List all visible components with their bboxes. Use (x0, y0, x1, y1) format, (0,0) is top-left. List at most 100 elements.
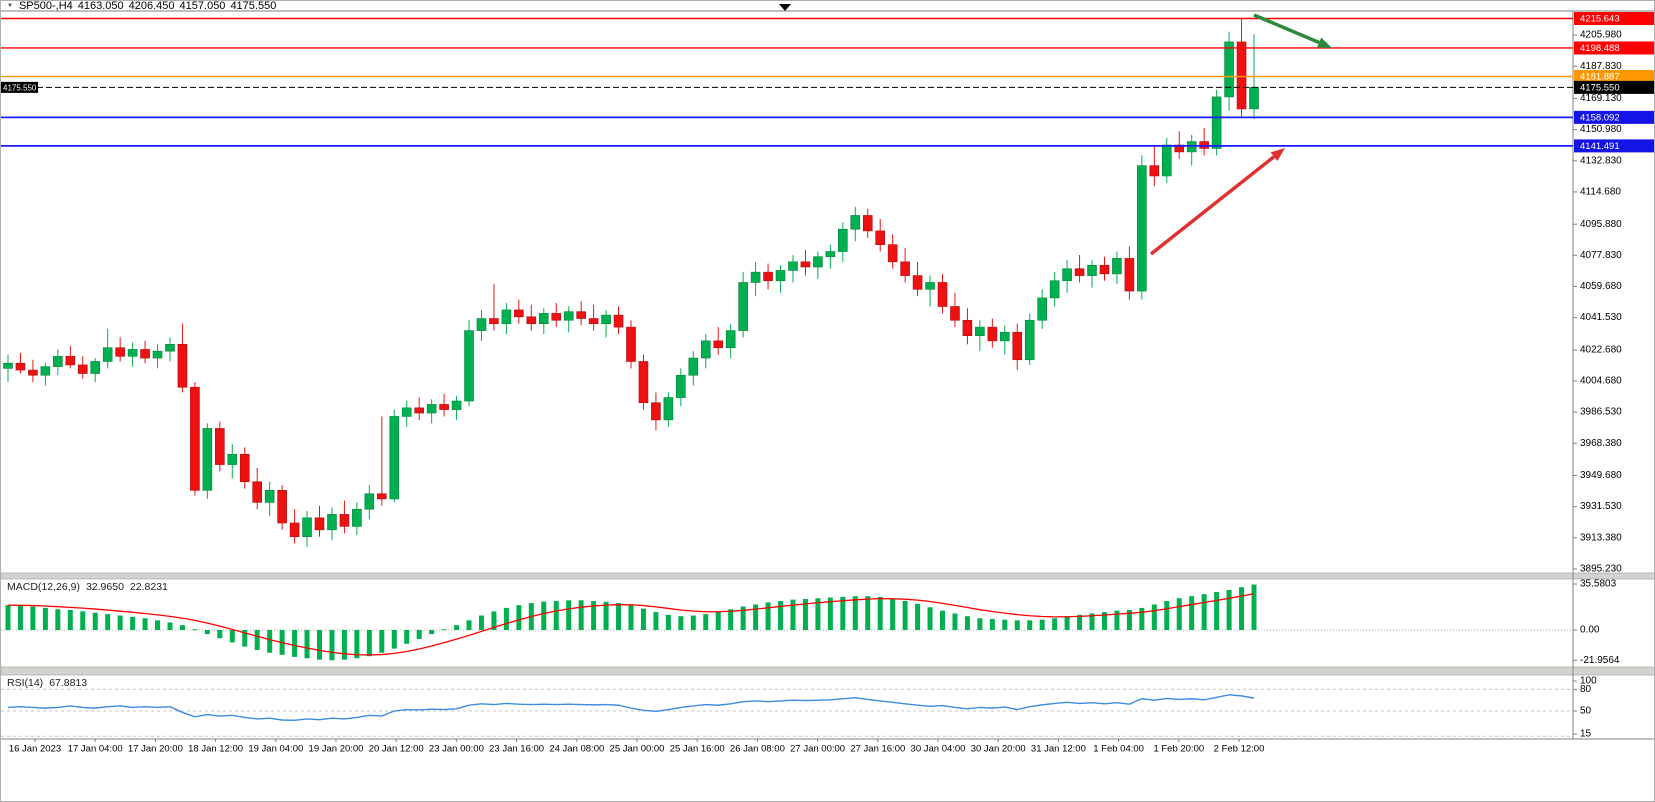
macd-bar (17, 605, 23, 630)
macd-bar (591, 601, 597, 630)
candle-up (676, 374, 686, 398)
rsi-label: RSI(14) 67.8813 (7, 677, 87, 689)
bid-left-tag (1, 81, 38, 93)
candle-down (252, 481, 262, 503)
green-down-arrow-head[interactable] (1316, 37, 1332, 48)
candle-up (464, 330, 474, 402)
rsi-axis-label: 80 (1580, 684, 1592, 695)
macd-bar (42, 607, 48, 630)
bid-left-tag-label: 4175.550 (3, 83, 37, 92)
macd-bar (416, 630, 422, 639)
price-tick-label: 4169.130 (1580, 93, 1622, 104)
candle-up (152, 350, 163, 359)
macd-bar (678, 616, 684, 630)
macd-bar (989, 618, 995, 630)
macd-bar (466, 620, 472, 630)
candle-down (177, 344, 188, 388)
ohlc-open: 4163.050 (77, 0, 124, 12)
ohlc-low: 4157.050 (179, 0, 226, 12)
candle-down (950, 306, 960, 321)
price-pane[interactable] (3, 18, 1259, 548)
price-badge-label: 4215.643 (1580, 14, 1620, 25)
macd-bar (753, 604, 759, 630)
macd-bar (1251, 584, 1257, 630)
candle-up (750, 271, 761, 283)
macd-bar (1064, 616, 1070, 630)
candle-down (1236, 41, 1247, 110)
price-tick-label: 4205.980 (1580, 30, 1622, 41)
macd-bar (740, 606, 746, 630)
time-label: 25 Jan 16:00 (670, 744, 725, 755)
macd-bar (1101, 612, 1107, 630)
time-label: 18 Jan 12:00 (188, 744, 243, 755)
macd-bar (267, 630, 273, 653)
time-label: 1 Feb 04:00 (1093, 744, 1144, 755)
macd-bar (541, 601, 547, 630)
candle-up (825, 251, 836, 257)
macd-bar (1027, 620, 1033, 630)
macd-name: MACD(12,26,9) (7, 581, 80, 593)
macd-bar (915, 603, 921, 630)
price-badge-label: 4158.092 (1580, 112, 1620, 123)
candle-up (165, 344, 175, 352)
macd-bar (890, 598, 896, 630)
time-axis[interactable]: 16 Jan 2023 17 Jan 04:00 17 Jan 20:00 18 Ja… (9, 739, 1265, 755)
candle-up (925, 282, 935, 290)
red-up-arrow-head[interactable] (1270, 148, 1285, 161)
candle-down (862, 215, 873, 232)
candle-up (1112, 258, 1122, 275)
price-badge-label: 4198.488 (1580, 43, 1620, 54)
macd-bar (229, 630, 235, 643)
price-badge-label: 4175.550 (1580, 82, 1620, 93)
price-badge-label: 4141.491 (1580, 141, 1620, 152)
candle-down (1012, 331, 1023, 361)
candle-down (1099, 264, 1110, 275)
macd-bar (341, 630, 347, 660)
candle-up (90, 361, 101, 374)
panel-divider[interactable] (1, 572, 1655, 580)
time-label: 25 Jan 00:00 (610, 744, 665, 755)
candle-down (937, 282, 948, 307)
candle-down (763, 271, 773, 282)
candle-up (102, 347, 113, 362)
candle-up (775, 270, 786, 282)
time-label: 1 Feb 20:00 (1153, 744, 1204, 755)
time-label: 23 Jan 00:00 (429, 744, 484, 755)
candle-up (999, 331, 1010, 342)
green-down-arrow[interactable] (1253, 13, 1320, 45)
time-label: 27 Jan 16:00 (850, 744, 905, 755)
candle-up (1049, 280, 1060, 299)
candle-down (514, 309, 524, 318)
price-tick-label: 3949.680 (1580, 470, 1622, 481)
time-label: 30 Jan 04:00 (911, 744, 966, 755)
price-tick-label: 4150.980 (1580, 124, 1622, 135)
candle-up (663, 397, 674, 421)
candle-up (700, 340, 711, 359)
candle-down (713, 340, 724, 349)
price-axis[interactable]: 4205.980 4187.830 4169.130 4150.980 4132.830… (1573, 12, 1655, 740)
line-objects-layer: 4175.550 (1, 17, 1573, 147)
macd-bar (1189, 596, 1195, 630)
candle-up (53, 356, 63, 367)
macd-bar (292, 630, 298, 657)
candle-down (1149, 165, 1160, 177)
candle-down (800, 261, 811, 268)
candle-up (451, 400, 462, 410)
candle-up (3, 362, 13, 369)
panel-divider[interactable] (1, 666, 1655, 676)
candle-down (551, 313, 562, 321)
candle-down (215, 428, 225, 465)
macd-bar (1139, 607, 1145, 630)
candle-down (651, 402, 661, 421)
candle-up (1211, 96, 1222, 149)
candle-down (15, 362, 26, 371)
candle-up (788, 261, 798, 271)
price-tick-label: 4077.830 (1580, 250, 1622, 261)
candle-up (850, 215, 861, 230)
macd-bar (130, 616, 136, 630)
macd-signal-value: 22.8231 (129, 581, 168, 593)
red-up-arrow[interactable] (1149, 155, 1276, 256)
time-label: 30 Jan 20:00 (971, 744, 1026, 755)
